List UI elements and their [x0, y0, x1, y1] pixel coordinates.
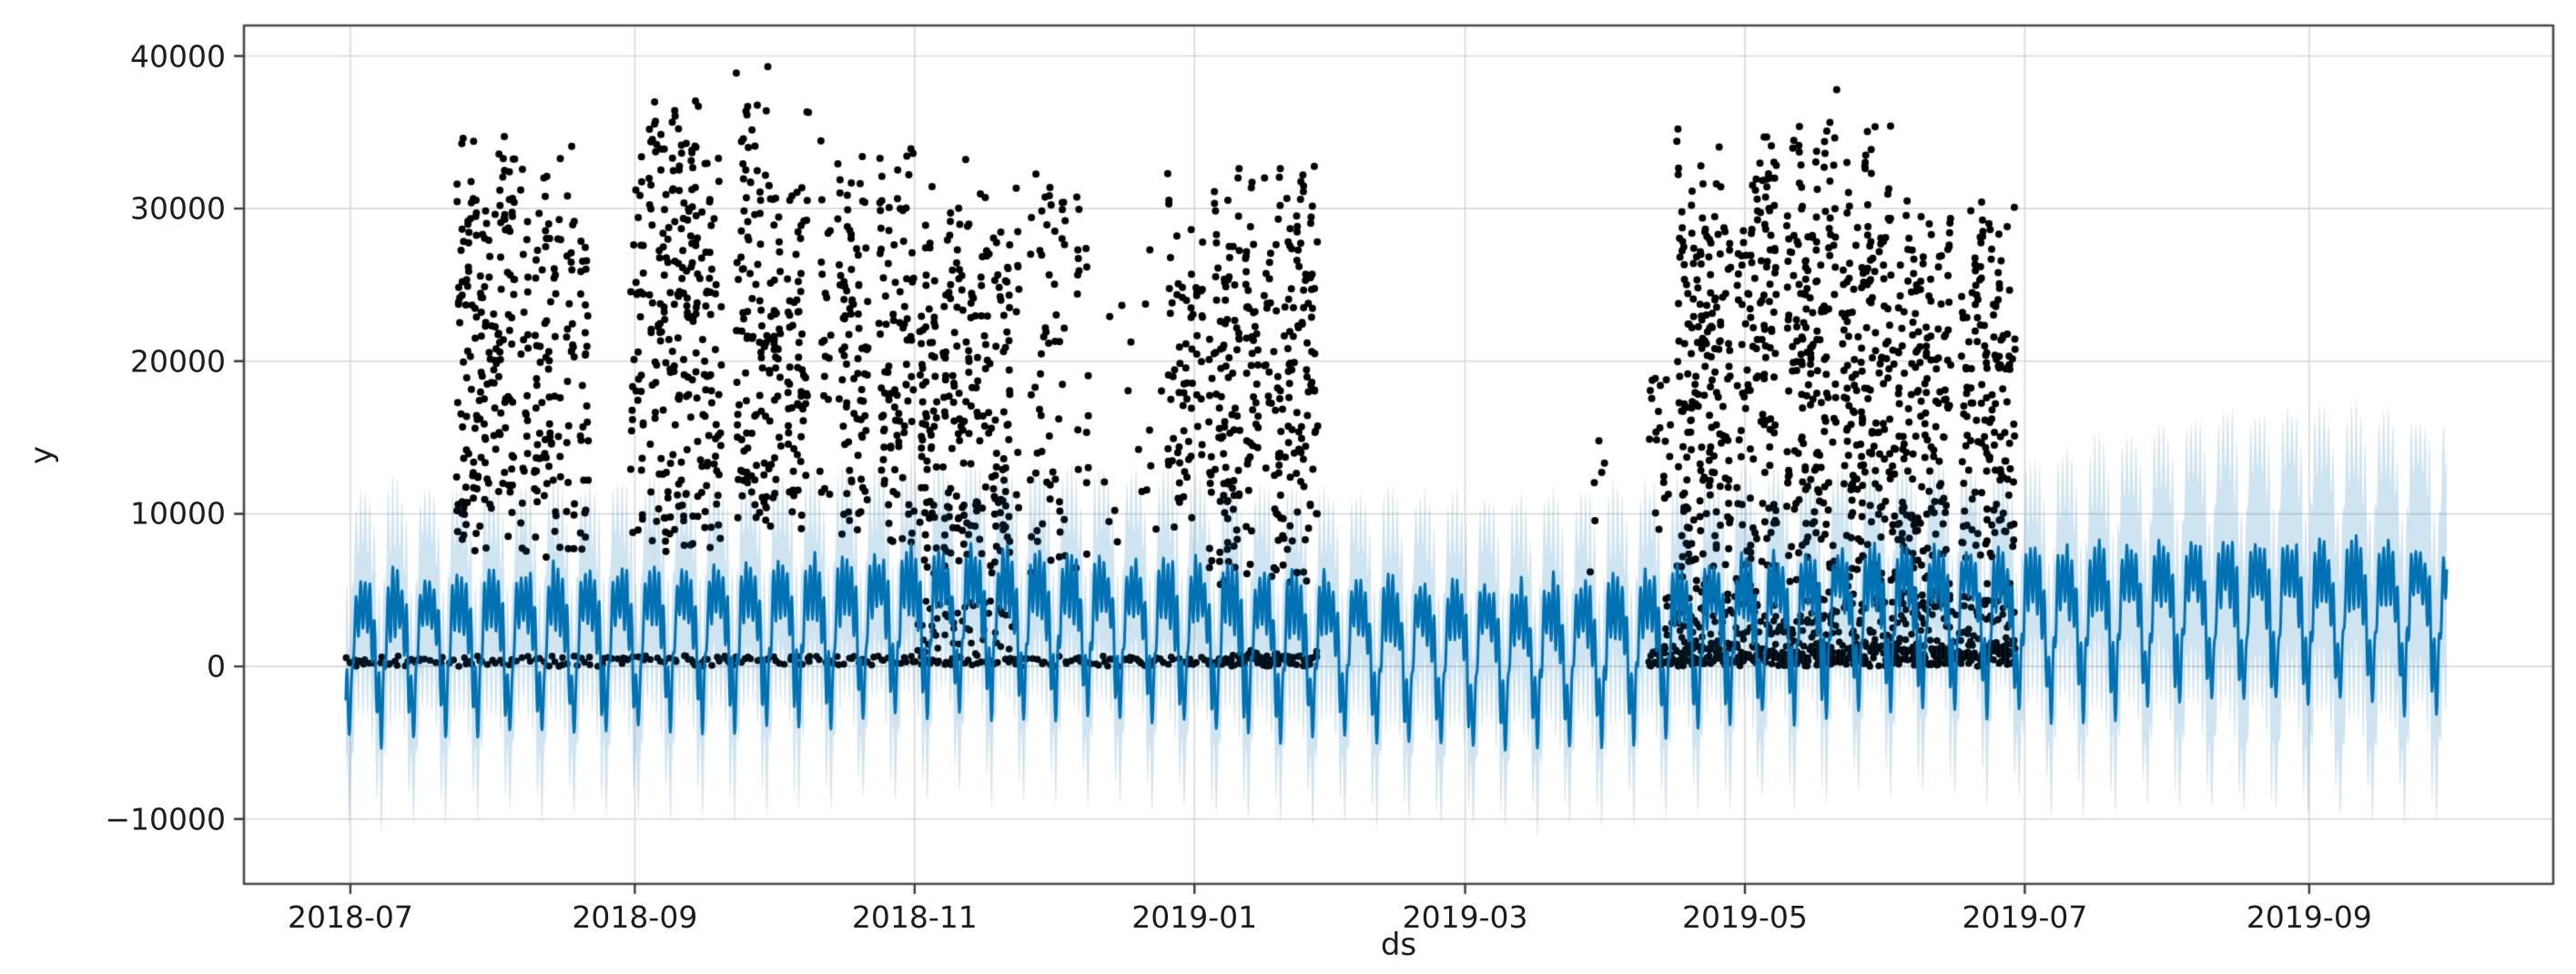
x-tick-label: 2019-01	[1131, 899, 1258, 935]
x-tick-label: 2018-11	[851, 899, 978, 935]
x-tick-label: 2019-07	[1962, 899, 2088, 935]
y-tick-label: −10000	[105, 801, 226, 837]
y-tick-label: 40000	[130, 38, 226, 75]
y-tick-label: 30000	[130, 190, 226, 227]
y-tick-label: 20000	[130, 343, 226, 380]
y-axis-title: y	[24, 445, 60, 464]
x-tick-label: 2019-09	[2246, 899, 2372, 935]
x-axis-title: ds	[1380, 927, 1417, 963]
y-tick-label: 0	[207, 648, 226, 685]
y-tick-label: 10000	[130, 495, 226, 532]
x-tick-label: 2019-05	[1682, 899, 1808, 935]
x-tick-label: 2018-07	[287, 899, 413, 935]
x-tick-label: 2019-03	[1402, 899, 1528, 935]
x-tick-label: 2018-09	[572, 899, 698, 935]
